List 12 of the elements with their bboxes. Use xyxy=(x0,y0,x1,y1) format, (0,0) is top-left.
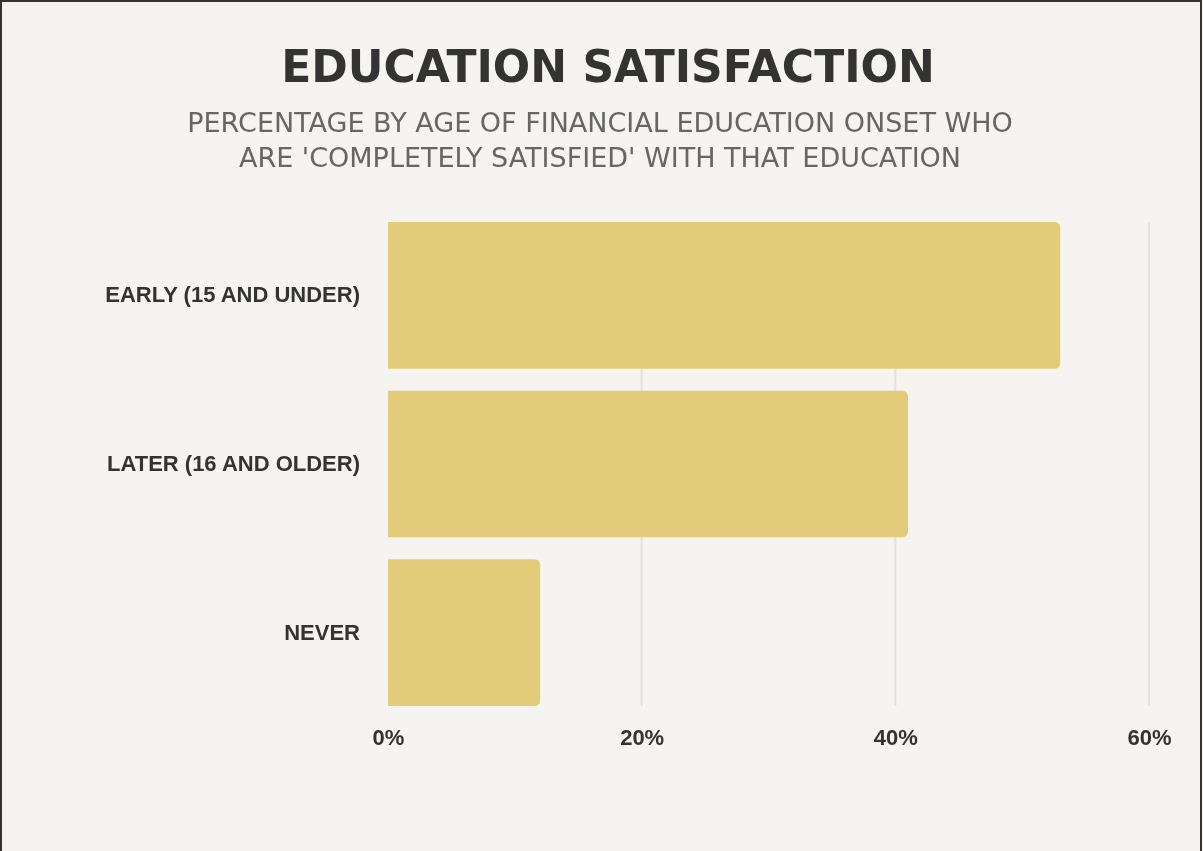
chart-title: EDUCATION SATISFACTION xyxy=(281,41,935,92)
x-tick-label: 20% xyxy=(620,724,665,750)
bar xyxy=(388,390,909,538)
bar xyxy=(388,222,1061,369)
x-tick-label: 60% xyxy=(1127,724,1172,750)
x-tick-label: 40% xyxy=(873,724,918,750)
y-tick-label: LATER (16 AND OLDER) xyxy=(107,451,360,477)
y-tick-label: NEVER xyxy=(284,619,361,645)
chart-subtitle: PERCENTAGE BY AGE OF FINANCIAL EDUCATION ONSET WHO ARE 'COMPLETELY SATISFIED' WITH THAT EDUCATION xyxy=(187,107,1013,173)
bar xyxy=(388,559,541,706)
x-tick-label: 0% xyxy=(372,724,405,750)
y-tick-label: EARLY (15 AND UNDER) xyxy=(105,282,360,308)
